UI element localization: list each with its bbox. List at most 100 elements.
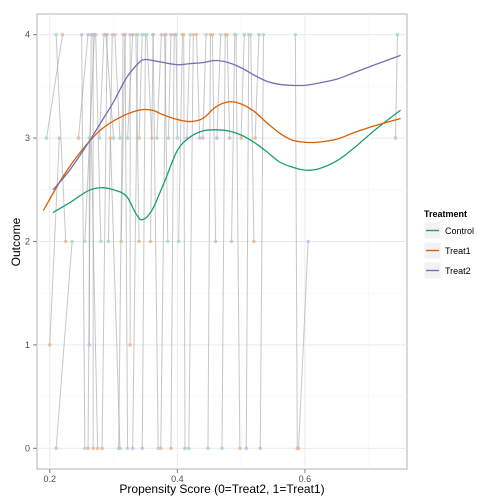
- data-point: [227, 136, 232, 140]
- data-point: [86, 32, 90, 37]
- y-tick-label: 3: [25, 133, 30, 143]
- data-point: [166, 136, 171, 140]
- data-point: [130, 32, 135, 37]
- pair-line: [141, 34, 146, 449]
- pair-line: [146, 34, 153, 139]
- data-point: [296, 446, 301, 451]
- data-point: [83, 239, 87, 244]
- data-point: [393, 136, 398, 140]
- pair-line: [164, 34, 169, 242]
- data-point: [257, 32, 261, 37]
- data-point: [191, 32, 196, 37]
- data-point: [238, 446, 242, 451]
- pair-line: [167, 34, 172, 139]
- pair-line: [395, 34, 398, 139]
- data-point: [57, 136, 62, 140]
- pair-line: [240, 34, 245, 139]
- data-point: [54, 32, 58, 37]
- data-point: [169, 446, 173, 451]
- data-point: [215, 136, 219, 140]
- data-point: [54, 446, 58, 451]
- data-point: [229, 239, 234, 244]
- y-axis-ticks: 0 1 2 3 4: [25, 30, 37, 453]
- data-point: [258, 446, 263, 451]
- data-point: [140, 32, 145, 37]
- pair-line: [160, 34, 167, 449]
- data-point: [293, 32, 298, 37]
- y-tick-label: 1: [25, 340, 30, 350]
- data-point: [137, 239, 141, 244]
- data-point: [242, 32, 247, 37]
- data-point: [174, 32, 178, 37]
- legend-title: Treatment: [424, 209, 467, 219]
- data-point: [100, 446, 104, 451]
- data-point: [116, 446, 121, 451]
- data-point: [252, 239, 256, 244]
- data-point: [220, 446, 224, 451]
- data-point: [113, 32, 117, 37]
- data-point: [95, 446, 100, 451]
- data-point: [158, 446, 163, 451]
- pair-line: [46, 34, 64, 139]
- data-point: [87, 343, 92, 347]
- data-point: [197, 136, 202, 140]
- x-tick-label: 0.6: [299, 474, 312, 484]
- data-point: [97, 136, 102, 140]
- legend-label-treat2: Treat2: [445, 266, 471, 276]
- data-point: [148, 239, 153, 244]
- pair-line: [207, 34, 212, 449]
- data-point: [44, 136, 49, 140]
- y-tick-label: 4: [25, 30, 30, 40]
- pair-line: [231, 34, 236, 242]
- pair-line: [99, 34, 105, 139]
- data-point: [98, 239, 103, 244]
- data-point: [83, 446, 87, 451]
- pair-line: [211, 34, 217, 242]
- data-point: [175, 136, 180, 140]
- data-point: [306, 239, 310, 244]
- y-axis-title: Outcome: [9, 217, 23, 266]
- data-point: [194, 32, 199, 37]
- data-point: [150, 136, 154, 140]
- data-point: [151, 32, 155, 37]
- matched-points: [44, 32, 400, 451]
- data-point: [155, 136, 159, 140]
- data-point: [111, 136, 116, 140]
- pair-line: [178, 34, 183, 242]
- pair-line: [105, 34, 115, 139]
- x-tick-label: 0.2: [44, 474, 57, 484]
- pair-line: [259, 34, 264, 449]
- data-point: [188, 32, 192, 37]
- pair-line: [221, 34, 226, 449]
- data-point: [93, 32, 98, 37]
- data-point: [125, 446, 130, 451]
- data-point: [47, 343, 52, 347]
- pair-line: [114, 34, 121, 139]
- y-tick-label: 2: [25, 237, 30, 247]
- data-point: [206, 446, 210, 451]
- pair-line: [188, 34, 194, 449]
- data-point: [63, 239, 68, 244]
- data-point: [91, 446, 95, 451]
- y-tick-label: 0: [25, 443, 30, 453]
- data-point: [128, 343, 132, 347]
- data-point: [110, 32, 115, 37]
- data-point: [86, 446, 90, 451]
- data-point: [239, 136, 243, 140]
- data-point: [118, 136, 122, 140]
- pair-line: [195, 34, 201, 139]
- x-axis-ticks: 0.2 0.4 0.6: [44, 469, 312, 484]
- data-point: [130, 446, 135, 451]
- pair-line: [101, 34, 108, 449]
- x-axis-title: Propensity Score (0=Treat2, 1=Treat1): [119, 482, 324, 496]
- data-point: [108, 136, 113, 140]
- pair-line: [55, 241, 73, 449]
- data-point: [210, 32, 215, 37]
- pair-line: [152, 34, 159, 449]
- data-point: [76, 136, 81, 140]
- data-point: [218, 32, 223, 37]
- data-point: [104, 32, 108, 37]
- data-point: [204, 32, 208, 37]
- data-point: [156, 446, 161, 451]
